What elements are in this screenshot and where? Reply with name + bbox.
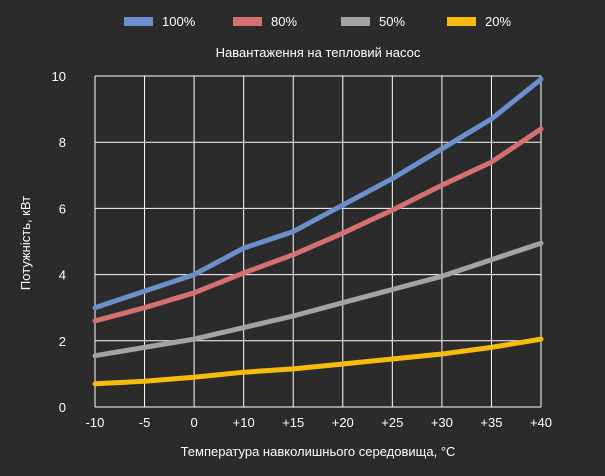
legend-swatch — [233, 17, 262, 26]
x-tick-label: +30 — [431, 415, 453, 430]
series-line-50-percent — [92, 240, 544, 359]
series-lines — [92, 76, 544, 387]
legend-swatch — [341, 17, 370, 26]
y-tick-label: 10 — [52, 69, 66, 84]
chart-subtitle: Навантаження на тепловий насос — [216, 45, 421, 60]
legend-label: 80% — [271, 14, 297, 29]
y-tick-label: 2 — [59, 334, 66, 349]
x-tick-label: 0 — [190, 415, 197, 430]
x-tick-label: -5 — [139, 415, 151, 430]
series-line-80-percent — [92, 126, 544, 324]
x-tick-label: +35 — [480, 415, 502, 430]
x-tick-label: +25 — [381, 415, 403, 430]
legend: 100% 80% 50% 20% — [124, 14, 511, 29]
legend-label: 20% — [485, 14, 511, 29]
x-tick-label: +15 — [282, 415, 304, 430]
y-tick-label: 8 — [59, 135, 66, 150]
y-tick-label: 4 — [59, 268, 66, 283]
legend-swatch — [447, 17, 476, 26]
y-tick-label: 0 — [59, 400, 66, 415]
x-tick-label: +10 — [233, 415, 255, 430]
legend-label: 100% — [162, 14, 196, 29]
x-tick-labels: -10 -5 0 +10 +15 +20 +25 +30 +35 +40 — [86, 415, 552, 430]
y-axis-label: Потужність, кВт — [18, 196, 33, 290]
y-tick-label: 6 — [59, 201, 66, 216]
y-tick-labels: 0 2 4 6 8 10 — [52, 69, 66, 415]
series-line-20-percent — [92, 336, 544, 387]
x-tick-label: -10 — [86, 415, 105, 430]
x-tick-label: +20 — [332, 415, 354, 430]
x-axis-label: Температура навколишнього середовища, °C — [181, 444, 456, 459]
x-tick-label: +40 — [530, 415, 552, 430]
legend-swatch — [124, 17, 153, 26]
series-line-100-percent — [92, 76, 544, 311]
legend-label: 50% — [379, 14, 405, 29]
